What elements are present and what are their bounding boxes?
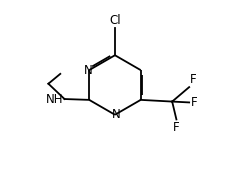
Text: N: N [84,64,93,77]
Text: F: F [191,96,198,109]
Text: NH: NH [46,92,64,106]
Text: F: F [173,121,180,134]
Text: N: N [111,108,120,121]
Text: Cl: Cl [109,14,121,27]
Text: F: F [190,73,197,86]
